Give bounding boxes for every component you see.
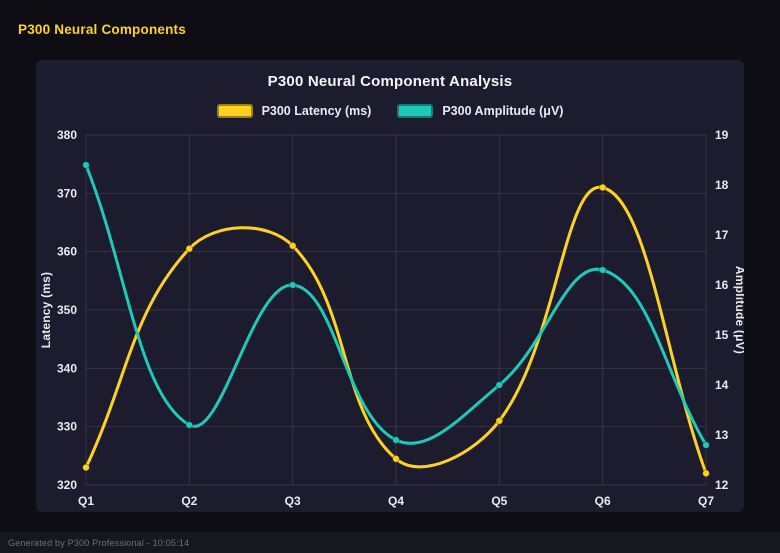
amplitude-data-point: [702, 441, 710, 449]
latency-data-point: [495, 416, 504, 425]
x-axis-tick-label: Q1: [78, 494, 94, 508]
latency-data-point: [702, 469, 710, 478]
legend-color-box: [216, 104, 253, 118]
left-axis-tick-label: 360: [57, 245, 77, 259]
legend-label: P300 Amplitude (μV): [442, 104, 564, 118]
latency-data-point: [598, 183, 607, 192]
x-axis-tick-label: Q5: [491, 494, 507, 508]
right-axis-tick-label: 14: [715, 378, 729, 392]
right-axis-title: Amplitude (μV): [733, 266, 744, 354]
x-axis-tick-label: Q2: [181, 494, 197, 508]
latency-data-point: [185, 244, 194, 253]
right-axis-tick-label: 16: [715, 278, 729, 292]
amplitude-data-point: [185, 421, 194, 429]
right-axis-tick-label: 17: [715, 228, 729, 242]
chart-title: P300 Neural Component Analysis: [267, 73, 513, 90]
legend-item-latency[interactable]: P300 Latency (ms): [216, 104, 372, 118]
latency-data-point: [288, 241, 297, 250]
left-axis-tick-label: 380: [57, 128, 77, 142]
left-axis-tick-label: 350: [57, 303, 77, 317]
amplitude-data-point: [495, 381, 504, 389]
legend-color-box: [397, 104, 434, 118]
amplitude-data-point: [598, 266, 607, 274]
right-axis-tick-label: 18: [715, 178, 729, 192]
footer-bar: Generated by P300 Professional - 10:05:1…: [0, 532, 780, 553]
right-axis-tick-label: 13: [715, 428, 729, 442]
line-chart-svg: 320 330 340 350 360 370 380 12 13 14 15 16 17 18 19 Q1 Q…: [39, 128, 744, 508]
page-title: P300 Neural Components: [18, 22, 186, 37]
chart-area: 320 330 340 350 360 370 380 12 13 14 15 16 17 18 19 Q1 Q…: [36, 125, 744, 509]
left-axis-tick-label: 370: [57, 186, 77, 200]
x-axis-tick-label: Q4: [388, 494, 404, 508]
left-axis-title: Latency (ms): [39, 272, 53, 348]
right-axis-tick-label: 19: [715, 128, 729, 142]
chart-panel: P300 Neural Component Analysis P300 Late…: [36, 60, 744, 512]
amplitude-data-point: [392, 436, 400, 444]
legend-item-amplitude[interactable]: P300 Amplitude (μV): [397, 104, 563, 118]
right-axis-tick-label: 12: [715, 478, 729, 492]
x-axis-tick-label: Q3: [285, 494, 301, 508]
x-axis-tick-label: Q7: [698, 494, 714, 508]
x-axis-tick-label: Q6: [595, 494, 611, 508]
footer-status: Generated by P300 Professional - 10:05:1…: [8, 537, 190, 548]
latency-data-point: [392, 454, 400, 463]
latency-data-point: [82, 463, 90, 472]
legend-label: P300 Latency (ms): [261, 104, 372, 118]
right-axis-tick-label: 15: [715, 328, 729, 342]
amplitude-data-point: [288, 281, 297, 289]
left-axis-tick-label: 320: [57, 478, 77, 492]
chart-legend: P300 Latency (ms) P300 Amplitude (μV): [36, 99, 744, 123]
left-axis-tick-label: 340: [57, 361, 77, 375]
amplitude-data-point: [82, 161, 90, 169]
left-axis-tick-label: 330: [57, 420, 77, 434]
